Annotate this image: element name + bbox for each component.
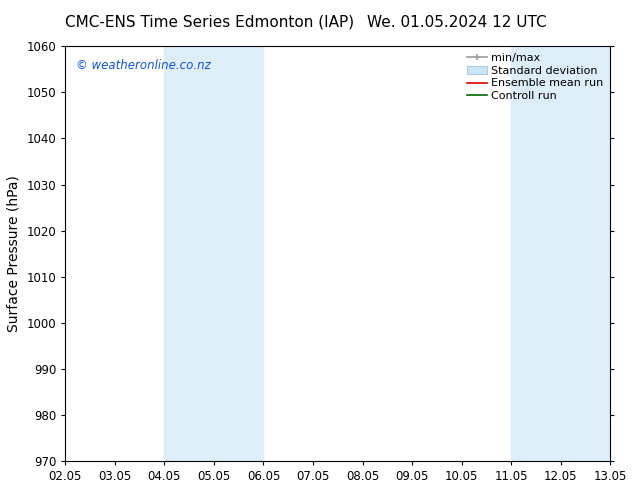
Bar [511,46,611,461]
Text: CMC-ENS Time Series Edmonton (IAP): CMC-ENS Time Series Edmonton (IAP) [65,15,354,30]
Text: We. 01.05.2024 12 UTC: We. 01.05.2024 12 UTC [366,15,547,30]
Text: © weatheronline.co.nz: © weatheronline.co.nz [76,59,211,72]
Bar [164,46,264,461]
Y-axis label: Surface Pressure (hPa): Surface Pressure (hPa) [7,175,21,332]
Legend: min/max, Standard deviation, Ensemble mean run, Controll run: min/max, Standard deviation, Ensemble me… [463,49,608,106]
